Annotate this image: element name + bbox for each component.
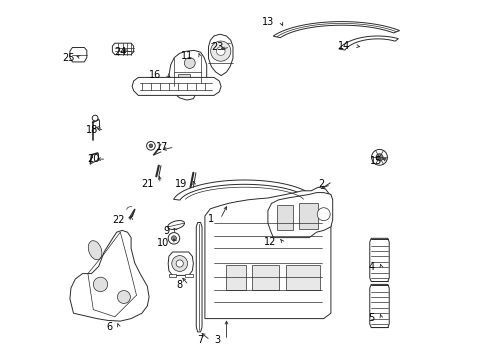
Polygon shape (251, 265, 278, 290)
Circle shape (149, 144, 152, 148)
Polygon shape (208, 34, 232, 76)
Polygon shape (276, 205, 292, 230)
Circle shape (371, 149, 386, 165)
Polygon shape (185, 274, 193, 277)
Text: 5: 5 (368, 312, 374, 323)
Text: 22: 22 (112, 215, 125, 225)
Polygon shape (168, 274, 176, 277)
Circle shape (216, 47, 224, 55)
Text: 4: 4 (368, 262, 374, 272)
Text: 20: 20 (87, 154, 100, 164)
Text: 18: 18 (85, 125, 98, 135)
Circle shape (171, 236, 176, 241)
Circle shape (93, 277, 107, 292)
Polygon shape (70, 230, 149, 321)
Text: 16: 16 (148, 70, 161, 80)
Ellipse shape (88, 240, 102, 260)
Polygon shape (298, 203, 318, 229)
Polygon shape (273, 22, 399, 38)
Polygon shape (226, 265, 246, 290)
Circle shape (92, 115, 98, 121)
Polygon shape (338, 36, 398, 50)
Polygon shape (168, 252, 193, 275)
Circle shape (176, 260, 183, 267)
Circle shape (210, 41, 230, 61)
Circle shape (171, 256, 187, 271)
Text: 1: 1 (207, 214, 213, 224)
Text: 11: 11 (181, 51, 193, 61)
Polygon shape (178, 74, 190, 88)
Text: 17: 17 (156, 142, 168, 152)
Polygon shape (173, 180, 315, 200)
Circle shape (117, 291, 130, 303)
Circle shape (375, 154, 382, 161)
Polygon shape (196, 222, 202, 332)
Text: 24: 24 (114, 47, 126, 57)
Text: 12: 12 (263, 237, 276, 247)
Circle shape (184, 58, 195, 68)
Text: 7: 7 (197, 335, 203, 345)
Text: 2: 2 (318, 179, 324, 189)
Polygon shape (204, 187, 330, 319)
Text: 3: 3 (213, 335, 220, 345)
Text: 8: 8 (176, 280, 182, 290)
Ellipse shape (167, 221, 184, 229)
Text: 19: 19 (175, 179, 187, 189)
Polygon shape (112, 43, 133, 55)
Text: 25: 25 (62, 53, 75, 63)
Text: 14: 14 (337, 41, 349, 51)
Text: 9: 9 (163, 226, 169, 236)
Text: 10: 10 (157, 238, 169, 248)
Text: 15: 15 (369, 156, 381, 166)
Polygon shape (369, 284, 388, 328)
Text: 21: 21 (141, 179, 153, 189)
Text: 6: 6 (106, 322, 112, 332)
Polygon shape (70, 48, 87, 62)
Polygon shape (285, 265, 320, 290)
Circle shape (317, 208, 329, 221)
Polygon shape (369, 238, 388, 282)
Polygon shape (168, 50, 206, 100)
Circle shape (146, 141, 155, 150)
Text: 13: 13 (262, 17, 274, 27)
Polygon shape (132, 77, 221, 95)
Circle shape (168, 233, 179, 244)
Text: 23: 23 (211, 42, 223, 52)
Polygon shape (267, 193, 332, 238)
